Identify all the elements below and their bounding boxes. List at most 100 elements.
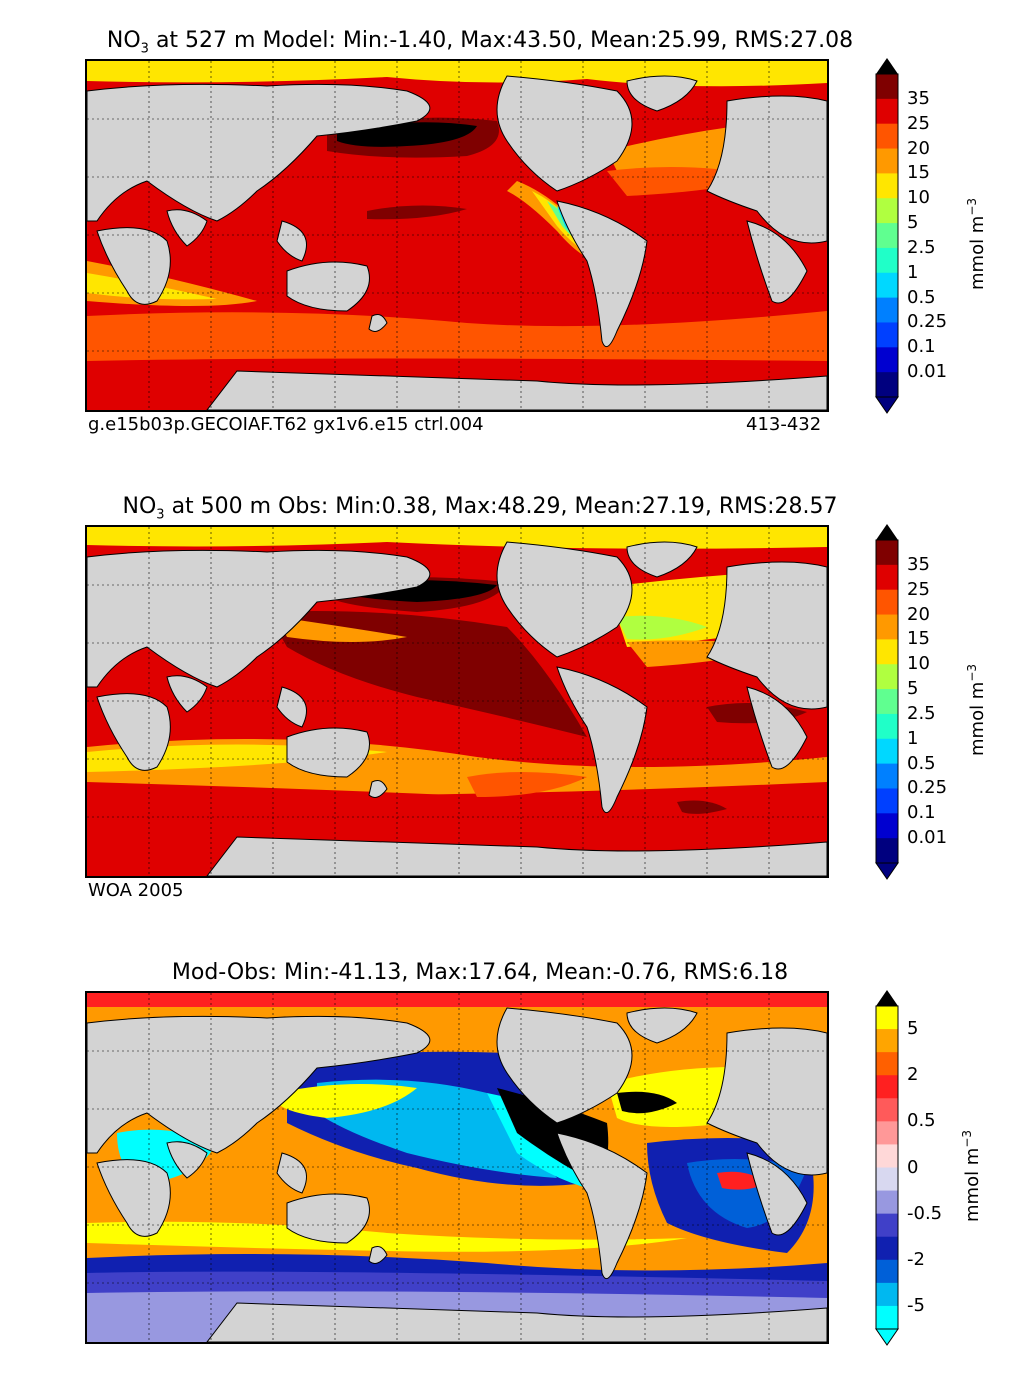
colorbar-swatch [876, 1029, 898, 1053]
year-range: 413-432 [746, 414, 822, 435]
colorbar-extend-max [876, 990, 898, 1006]
units-text: mmol m [967, 215, 988, 290]
case-name: g.e15b03p.GECOIAF.T62 gx1v6.e15 ctrl.004 [88, 414, 484, 435]
colorbar-swatch [876, 1075, 898, 1099]
colorbar-tick-label: 0 [907, 1156, 919, 1178]
colorbar-swatch [876, 639, 898, 665]
colorbar-tick-label: 10 [907, 653, 930, 675]
colorbar-swatch [876, 74, 898, 100]
colorbar-swatch [876, 1259, 898, 1284]
colorbar-tick-label: 1 [907, 261, 919, 283]
colorbar-tick-label: 5 [907, 678, 919, 700]
colorbar-swatch [876, 297, 898, 323]
obs-map [85, 525, 829, 878]
units-label: mmol m−3 [965, 198, 988, 290]
colorbar-tick-label: -5 [907, 1294, 925, 1316]
units-text: mmol m [962, 1147, 983, 1222]
diff-map [85, 991, 829, 1344]
colorbar-swatch [876, 1190, 898, 1215]
colorbar-swatch [876, 813, 898, 839]
colorbar-extend-min [875, 1328, 899, 1346]
colorbar-swatch [876, 272, 898, 299]
colorbar-no3-obs [875, 524, 899, 880]
colorbar-tick-label: 25 [907, 578, 930, 600]
colorbar-swatch [876, 247, 898, 274]
colorbar-swatch [876, 838, 898, 864]
diff-map-svg [87, 993, 827, 1342]
units-label: mmol m−3 [960, 1130, 983, 1222]
colorbar-swatch [876, 540, 898, 566]
colorbar-swatch [876, 347, 898, 373]
colorbar-tick-label: 2 [907, 1064, 919, 1086]
colorbar-tick-label: 15 [907, 628, 930, 650]
title-no: NO [106, 28, 141, 53]
colorbar-swatch [876, 589, 898, 616]
colorbar-swatch [876, 372, 898, 398]
units-sup: −3 [965, 663, 979, 682]
colorbar-tick-label: 0.01 [907, 827, 948, 849]
colorbar-tick-label: 35 [907, 553, 930, 575]
colorbar-swatch [876, 713, 898, 740]
colorbar-tick-label: 15 [907, 162, 930, 184]
units-sup: −3 [960, 1129, 974, 1148]
colorbar-diff [875, 990, 899, 1346]
colorbar-swatch [876, 1121, 898, 1145]
title-sub: 3 [156, 507, 165, 523]
title-stats: at 527 m Model: Min:-1.40, Max:43.50, Me… [148, 28, 854, 53]
model-map-svg [87, 61, 827, 410]
colorbar-swatch [876, 148, 898, 174]
colorbar-swatch [876, 1052, 898, 1076]
title-stats: at 500 m Obs: Min:0.38, Max:48.29, Mean:… [164, 494, 838, 519]
colorbar-extend-max [876, 524, 898, 540]
colorbar-swatch [876, 98, 898, 125]
colorbar-swatch [876, 664, 898, 690]
colorbar-tick-label: 20 [907, 137, 930, 159]
colorbar-tick-label: 10 [907, 187, 930, 209]
colorbar-swatch [876, 322, 898, 348]
colorbar-swatch [876, 1213, 898, 1238]
title-no: NO [122, 494, 157, 519]
colorbar-swatch [876, 1006, 898, 1030]
panel-title: Mod-Obs: Min:-41.13, Max:17.64, Mean:-0.… [171, 960, 789, 985]
colorbar-tick-label: 35 [907, 87, 930, 109]
model-map [85, 59, 829, 412]
colorbar-swatch [876, 1144, 898, 1168]
colorbar-tick-label: -2 [907, 1248, 925, 1270]
colorbar-swatch [876, 689, 898, 715]
colorbar-extend-min [875, 862, 899, 880]
obs-map-svg [87, 527, 827, 876]
colorbar-tick-label: 0.1 [907, 336, 936, 358]
colorbar-tick-label: 0.25 [907, 311, 948, 333]
colorbar-swatch [876, 614, 898, 640]
colorbar-no3-model [875, 58, 899, 414]
units-sup: −3 [965, 197, 979, 216]
panel-title: NO3 at 527 m Model: Min:-1.40, Max:43.50… [0, 28, 960, 56]
colorbar-swatch [876, 763, 898, 789]
colorbar-extend-min [875, 396, 899, 414]
colorbar-diff-svg [875, 990, 899, 1346]
colorbar-swatch [876, 1098, 898, 1122]
colorbar-tick-label: 0.5 [907, 286, 936, 308]
title-sub: 3 [140, 41, 149, 57]
colorbar-tick-label: 1 [907, 727, 919, 749]
colorbar-swatch [876, 123, 898, 150]
colorbar-tick-label: 5 [907, 1018, 919, 1040]
colorbar-tick-label: 0.01 [907, 361, 948, 383]
colorbar-no3-model-svg [875, 58, 899, 414]
colorbar-no3-obs-svg [875, 524, 899, 880]
colorbar-swatch [876, 564, 898, 591]
colorbar-tick-label: 0.25 [907, 777, 948, 799]
colorbar-swatch [876, 1305, 898, 1330]
colorbar-tick-label: 5 [907, 212, 919, 234]
colorbar-tick-label: 0.5 [907, 1110, 936, 1132]
units-label: mmol m−3 [965, 664, 988, 756]
colorbar-swatch [876, 738, 898, 765]
colorbar-extend-max [876, 58, 898, 74]
colorbar-swatch [876, 223, 898, 249]
colorbar-swatch [876, 1236, 898, 1261]
dataset-name: WOA 2005 [88, 880, 184, 901]
colorbar-swatch [876, 1167, 898, 1192]
units-text: mmol m [967, 681, 988, 756]
colorbar-swatch [876, 173, 898, 199]
colorbar-swatch [876, 198, 898, 224]
